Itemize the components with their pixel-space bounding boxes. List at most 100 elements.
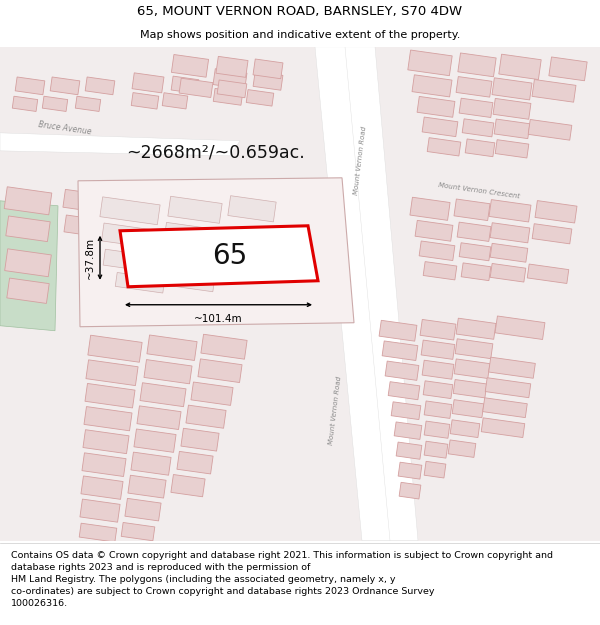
Bar xyxy=(448,440,476,458)
Bar xyxy=(528,119,572,140)
Bar xyxy=(164,222,216,247)
Bar xyxy=(454,359,490,379)
Bar xyxy=(253,71,283,90)
Polygon shape xyxy=(0,47,600,541)
Bar xyxy=(424,421,450,438)
Bar xyxy=(495,316,545,339)
Bar xyxy=(391,402,421,419)
Bar xyxy=(216,56,248,78)
Bar xyxy=(408,50,452,76)
Text: Mount Vernon Road: Mount Vernon Road xyxy=(328,376,342,446)
Bar xyxy=(453,379,487,398)
Bar xyxy=(459,242,491,261)
Bar xyxy=(424,441,448,458)
Bar xyxy=(125,498,161,521)
Bar xyxy=(457,222,491,241)
Bar xyxy=(63,189,101,213)
Bar xyxy=(427,138,461,156)
Bar xyxy=(12,96,38,111)
Bar xyxy=(80,499,120,522)
Bar xyxy=(134,429,176,452)
Bar xyxy=(398,462,422,479)
Bar xyxy=(201,334,247,359)
Polygon shape xyxy=(0,133,240,156)
Polygon shape xyxy=(120,226,318,287)
Bar xyxy=(483,398,527,418)
Bar xyxy=(179,78,213,98)
Bar xyxy=(213,89,243,105)
Bar xyxy=(191,382,233,406)
Bar xyxy=(421,340,455,359)
Bar xyxy=(388,382,420,400)
Bar xyxy=(532,224,572,244)
Bar xyxy=(172,54,209,78)
Bar xyxy=(527,264,569,284)
Bar xyxy=(459,98,493,118)
Bar xyxy=(379,320,417,341)
Bar xyxy=(481,418,525,437)
Bar xyxy=(410,198,450,221)
Bar xyxy=(147,335,197,361)
Bar xyxy=(85,384,135,408)
Polygon shape xyxy=(340,47,418,541)
Bar xyxy=(394,422,422,439)
Bar xyxy=(140,382,186,407)
Bar xyxy=(490,222,530,243)
Bar xyxy=(492,78,532,100)
Bar xyxy=(465,139,495,157)
Bar xyxy=(385,361,419,381)
Bar xyxy=(422,117,458,137)
Text: Mount Vernon Crescent: Mount Vernon Crescent xyxy=(438,182,520,199)
Bar xyxy=(549,57,587,81)
Bar xyxy=(454,199,490,221)
Bar xyxy=(532,79,576,102)
Bar xyxy=(83,430,129,454)
Bar xyxy=(137,406,181,429)
Bar xyxy=(131,92,159,109)
Bar xyxy=(452,399,484,418)
Bar xyxy=(86,360,138,386)
Bar xyxy=(115,272,165,293)
Bar xyxy=(213,69,247,89)
Bar xyxy=(50,77,80,95)
Polygon shape xyxy=(78,177,354,327)
Bar xyxy=(420,319,456,340)
Text: Contains OS data © Crown copyright and database right 2021. This information is : Contains OS data © Crown copyright and d… xyxy=(11,551,553,608)
Bar xyxy=(396,442,422,459)
Bar xyxy=(485,378,531,398)
Bar xyxy=(495,139,529,158)
Bar xyxy=(4,187,52,215)
Bar xyxy=(228,196,276,222)
Text: Bruce Avenue: Bruce Avenue xyxy=(38,119,92,136)
Bar xyxy=(64,215,100,236)
Bar xyxy=(419,241,455,261)
Bar xyxy=(162,92,188,109)
Bar xyxy=(75,96,101,111)
Bar xyxy=(131,452,171,475)
Bar xyxy=(382,341,418,361)
Bar xyxy=(462,119,494,137)
Text: 65: 65 xyxy=(212,242,248,270)
Bar xyxy=(186,405,226,428)
Bar xyxy=(253,59,283,79)
Bar xyxy=(103,249,157,272)
Bar xyxy=(499,54,541,79)
Bar xyxy=(488,357,535,378)
Bar xyxy=(82,453,126,476)
Bar xyxy=(144,359,192,384)
Bar xyxy=(424,461,446,478)
Bar xyxy=(132,73,164,93)
Bar xyxy=(181,428,219,451)
Bar xyxy=(489,199,531,222)
Bar xyxy=(15,77,45,95)
Bar xyxy=(417,96,455,118)
Bar xyxy=(81,476,123,499)
Bar xyxy=(171,474,205,497)
Polygon shape xyxy=(315,47,390,541)
Bar xyxy=(246,89,274,106)
Bar xyxy=(128,475,166,498)
Bar xyxy=(415,221,453,241)
Bar xyxy=(423,381,453,399)
Bar xyxy=(423,262,457,280)
Bar xyxy=(5,249,52,277)
